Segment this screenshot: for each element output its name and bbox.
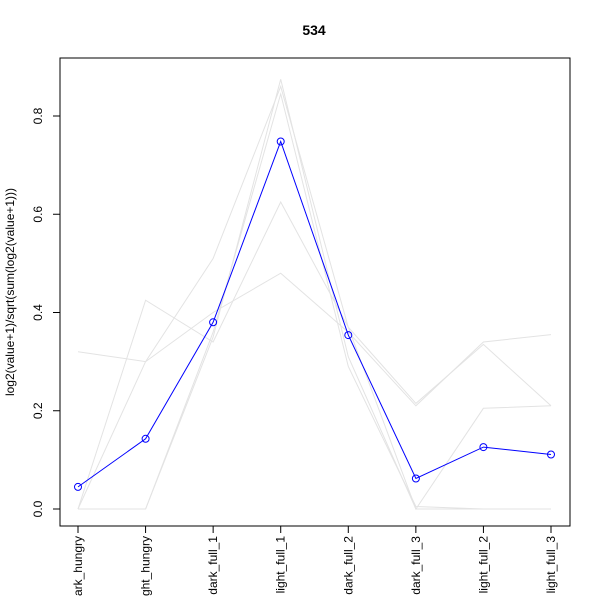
x-tick-label: ght_hungry: [139, 536, 153, 596]
x-tick-label: dark_full_1: [206, 536, 220, 595]
background-series-group: [77, 79, 552, 511]
background-series-line-1: [77, 272, 552, 407]
data-point: [276, 137, 285, 146]
data-point: [411, 474, 420, 483]
x-tick-label: ark_hungry: [71, 536, 85, 596]
x-tick-label: dark_full_3: [409, 536, 423, 595]
data-point: [547, 450, 555, 459]
background-series-line-2: [77, 200, 552, 510]
data-point: [141, 434, 150, 443]
x-tick-label: light_full_2: [476, 536, 490, 594]
y-axis: 0.0 0.2 0.4 0.6 0.8: [31, 107, 60, 517]
data-point: [74, 482, 82, 491]
data-point: [479, 443, 488, 452]
background-series-line-5: [78, 91, 551, 510]
x-tick-label: light_full_3: [544, 536, 558, 594]
x-tick-label: light_full_1: [274, 536, 288, 594]
highlight-series-group: [74, 137, 555, 491]
background-series-line-4: [78, 79, 551, 510]
data-point: [209, 318, 218, 327]
y-axis-label: log2(value+1)/sqrt(sum(log2(value+1))): [3, 188, 17, 396]
y-tick-label: 0.6: [31, 206, 45, 223]
y-tick-label: 0.4: [31, 304, 45, 321]
highlight-series-line: [77, 140, 552, 488]
x-tick-label: dark_full_2: [341, 536, 355, 595]
y-tick-label: 0.2: [31, 402, 45, 419]
plot-frame: [59, 57, 571, 527]
background-series-line-3: [77, 84, 552, 511]
x-axis: ark_hungry ght_hungry dark_full_1 light_ful…: [71, 526, 558, 596]
data-point: [344, 331, 353, 340]
y-tick-label: 0.8: [31, 107, 45, 124]
y-tick-label: 0.0: [31, 500, 45, 517]
chart-title: 534: [302, 22, 326, 38]
